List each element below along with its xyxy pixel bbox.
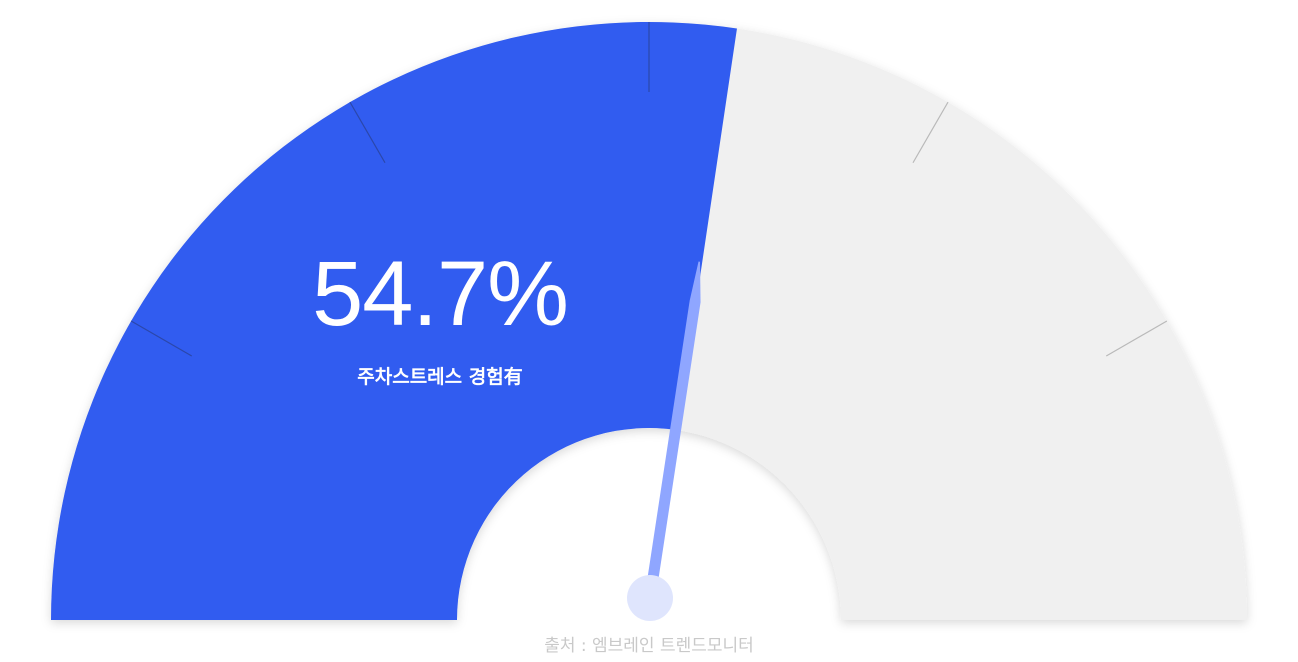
gauge-tick [912, 101, 949, 164]
gauge-tick [349, 101, 386, 164]
gauge-tick [130, 320, 193, 357]
gauge-metric-label: 주차스트레스 경험有 [357, 366, 523, 388]
gauge-fill [51, 21, 737, 620]
gauge-needle-hub [627, 575, 673, 621]
gauge-ticks [130, 22, 1168, 357]
gauge-value-label: 54.7% [312, 243, 569, 345]
gauge-needle [644, 261, 701, 599]
gauge-tick [1105, 320, 1168, 357]
source-credit: 출처 : 엠브레인 트렌드모니터 [544, 636, 754, 656]
